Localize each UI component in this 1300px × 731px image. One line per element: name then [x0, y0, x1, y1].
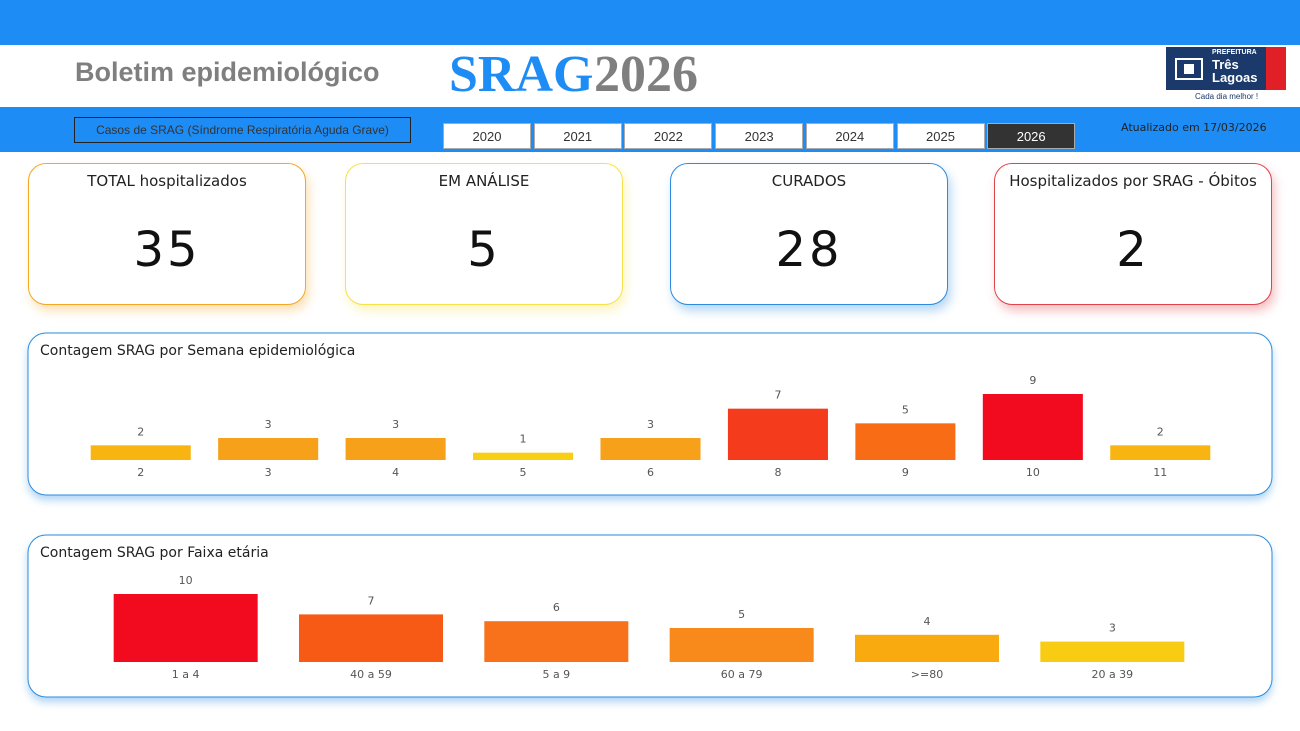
chart-card	[27, 332, 1273, 496]
x-tick-label: 9	[902, 466, 909, 479]
updated-date: Atualizado em 17/03/2026	[1121, 121, 1267, 134]
kpi-value: 28	[775, 222, 843, 278]
bar	[855, 423, 956, 460]
x-tick-label: 4	[392, 466, 399, 479]
x-tick-label: 1 a 4	[172, 668, 200, 681]
bar	[982, 394, 1083, 460]
value-label: 5	[902, 403, 909, 416]
value-label: 1	[520, 433, 527, 446]
bar	[113, 594, 258, 662]
kpi-card: CURADOS 28	[670, 163, 948, 305]
year-button[interactable]: 2025	[896, 123, 985, 149]
kpi-label: Hospitalizados por SRAG - Óbitos	[1009, 172, 1257, 190]
logo-line: Lagoas	[1212, 70, 1258, 85]
value-label: 2	[137, 425, 144, 438]
value-label: 3	[1109, 622, 1116, 635]
value-label: 10	[179, 574, 193, 587]
logo-top: PREFEITURA	[1212, 49, 1257, 56]
bar	[218, 438, 319, 460]
kpi-label: TOTAL hospitalizados	[87, 172, 247, 190]
kpi-card: Hospitalizados por SRAG - Óbitos 2	[994, 163, 1272, 305]
x-tick-label: >=80	[911, 668, 943, 681]
value-label: 3	[647, 418, 654, 431]
kpi-value: 35	[133, 222, 201, 278]
value-label: 7	[368, 594, 375, 607]
chart-title: Contagem SRAG por Semana epidemiológica	[40, 343, 355, 359]
kpi-label: CURADOS	[771, 172, 847, 190]
logo-line: Três	[1212, 57, 1239, 72]
bar	[1040, 641, 1185, 662]
kpi-value: 2	[1116, 222, 1150, 278]
bar	[298, 614, 444, 662]
value-label: 3	[265, 418, 272, 431]
kpi-label: EM ANÁLISE	[438, 172, 530, 190]
title-main: SRAG	[449, 46, 594, 103]
year-button[interactable]: 2022	[624, 123, 713, 149]
year-button[interactable]: 2020	[443, 123, 531, 149]
x-tick-label: 2	[137, 466, 144, 479]
filter-caption: Casos de SRAG (Síndrome Respiratória Agu…	[74, 117, 411, 143]
x-tick-label: 8	[774, 466, 781, 479]
x-tick-label: 10	[1026, 466, 1040, 479]
chart-title: Contagem SRAG por Faixa etária	[40, 545, 269, 561]
year-button[interactable]: 2026	[987, 123, 1076, 149]
value-label: 7	[774, 389, 781, 402]
bar	[473, 452, 574, 460]
year-button[interactable]: 2024	[805, 123, 894, 149]
x-tick-label: 40 a 59	[350, 668, 392, 681]
bar	[727, 408, 828, 460]
bar	[854, 634, 1000, 662]
title-year: 2026	[594, 46, 698, 103]
value-label: 4	[924, 615, 931, 628]
x-tick-label: 60 a 79	[721, 668, 763, 681]
logo-icon	[1175, 58, 1203, 80]
x-tick-label: 5	[520, 466, 527, 479]
value-label: 2	[1157, 425, 1164, 438]
top-bar	[0, 0, 1300, 45]
bar	[90, 445, 191, 460]
kpi-value: 5	[467, 222, 501, 278]
x-tick-label: 6	[647, 466, 654, 479]
value-label: 3	[392, 418, 399, 431]
bar	[484, 621, 629, 662]
logo-stripe	[1266, 47, 1286, 90]
logo-slogan: Cada dia melhor !	[1195, 92, 1259, 101]
kpi-card: TOTAL hospitalizados 35	[28, 163, 306, 305]
bar	[345, 438, 446, 460]
value-label: 5	[738, 608, 745, 621]
x-tick-label: 3	[265, 466, 272, 479]
bar	[1110, 445, 1211, 460]
kpi-card: EM ANÁLISE 5	[345, 163, 623, 305]
value-label: 6	[553, 601, 560, 614]
value-label: 9	[1029, 374, 1036, 387]
year-button[interactable]: 2023	[715, 123, 804, 149]
year-button[interactable]: 2021	[533, 123, 622, 149]
bar	[669, 628, 814, 662]
bar	[600, 438, 701, 460]
x-tick-label: 11	[1153, 466, 1167, 479]
page-title: Boletim epidemiológico	[75, 57, 380, 87]
x-tick-label: 20 a 39	[1091, 668, 1133, 681]
x-tick-label: 5 a 9	[542, 668, 570, 681]
